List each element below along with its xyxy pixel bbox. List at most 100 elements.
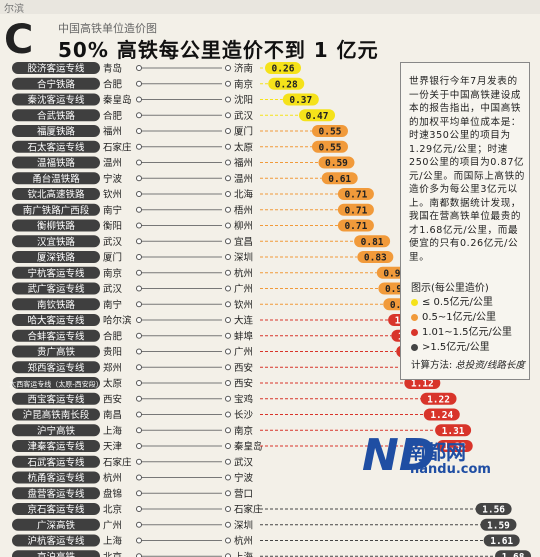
value-bar xyxy=(268,77,305,90)
station-dot-icon xyxy=(136,80,142,87)
station-dot-icon xyxy=(136,458,142,465)
nandu-name: 南都网 xyxy=(406,440,466,464)
line-name: 大西客运专线（太原-西安段） xyxy=(9,380,103,389)
line-name: 甬台温铁路 xyxy=(32,173,80,185)
line-name-pill xyxy=(12,534,100,547)
station-dot-icon xyxy=(225,348,231,355)
station-dot-icon xyxy=(136,443,142,449)
line-name-pill xyxy=(12,487,100,500)
to-city: 梧州 xyxy=(234,204,253,216)
to-city: 宜昌 xyxy=(234,236,253,248)
station-dot-icon xyxy=(136,380,142,386)
to-city: 长沙 xyxy=(234,409,254,421)
station-dot-icon xyxy=(136,395,142,402)
line-name: 秦沈客运专线 xyxy=(27,94,85,106)
line-name-pill xyxy=(12,440,100,452)
line-name-pill xyxy=(12,392,100,405)
value-bar xyxy=(337,188,374,200)
corner-text: 尔滨 xyxy=(4,4,24,15)
to-city: 蚌埠 xyxy=(234,330,254,342)
station-dot-icon xyxy=(225,395,231,402)
value-label: 0.71 xyxy=(344,190,367,201)
legend-label: 0.5~1亿元/公里 xyxy=(422,312,497,323)
station-dot-icon xyxy=(136,364,142,371)
station-dot-icon xyxy=(136,332,142,339)
line-name-pill xyxy=(12,455,100,468)
to-city: 西安 xyxy=(234,378,253,390)
line-name: 合武铁路 xyxy=(37,110,76,122)
to-city: 宝鸡 xyxy=(234,393,253,405)
legend-dot-icon xyxy=(411,343,418,351)
station-dot-icon xyxy=(136,206,142,213)
value-label: 0.37 xyxy=(289,95,312,106)
from-city: 盘锦 xyxy=(103,488,122,500)
line-name: 福厦铁路 xyxy=(37,126,76,138)
to-city: 杭州 xyxy=(234,535,253,547)
station-dot-icon xyxy=(225,474,231,481)
line-name-pill xyxy=(12,503,100,515)
station-dot-icon xyxy=(225,317,231,323)
line-name-pill xyxy=(12,62,100,74)
value-label: 1.59 xyxy=(487,520,510,531)
line-name-pill xyxy=(12,282,100,295)
value-label: 1.22 xyxy=(427,394,450,405)
line-name: 温福铁路 xyxy=(37,157,76,169)
value-label: 0.95 xyxy=(383,268,406,279)
station-dot-icon xyxy=(225,238,231,245)
station-dot-icon xyxy=(136,506,142,512)
chart-title: 50% 高铁每公里造价不到 1 亿元 xyxy=(58,38,379,62)
to-city: 沈阳 xyxy=(234,94,253,106)
legend-item-101to15: 1.01~1.5亿元/公里 xyxy=(411,323,512,338)
line-name: 厦深铁路 xyxy=(37,252,76,264)
line-name: 京沪高铁 xyxy=(37,551,76,557)
legend-item-gt15: >1.5亿元/公里 xyxy=(411,338,490,353)
value-label: 0.81 xyxy=(361,237,384,248)
line-name-pill xyxy=(12,298,100,311)
line-name: 钦北高速铁路 xyxy=(27,189,85,201)
from-city: 北京 xyxy=(103,504,122,516)
line-name: 沪昆高铁南长段 xyxy=(23,409,90,421)
station-dot-icon xyxy=(136,427,142,434)
to-city: 秦皇岛 xyxy=(234,441,263,453)
station-dot-icon xyxy=(225,112,231,119)
station-dot-icon xyxy=(136,269,142,276)
station-dot-icon xyxy=(225,553,231,557)
line-name: 哈大客运专线 xyxy=(27,315,85,327)
to-city: 石家庄 xyxy=(234,504,263,516)
from-city: 衡阳 xyxy=(103,220,122,232)
value-label: 0.71 xyxy=(344,205,367,216)
station-dot-icon xyxy=(225,521,231,528)
to-city: 南京 xyxy=(234,78,253,90)
station-dot-icon xyxy=(225,380,231,386)
value-label: 0.47 xyxy=(306,111,329,122)
value-label: 0.28 xyxy=(275,79,298,90)
to-city: 深圳 xyxy=(234,520,253,531)
line-name-pill xyxy=(12,408,100,421)
from-city: 上海 xyxy=(103,535,123,547)
line-name: 盘营客运专线 xyxy=(27,488,85,500)
line-name: 杭甬客运专线 xyxy=(27,472,85,484)
station-dot-icon xyxy=(225,159,231,166)
line-name-pill xyxy=(12,345,100,358)
line-name-pill xyxy=(12,219,100,232)
station-dot-icon xyxy=(136,143,142,150)
line-name-pill xyxy=(12,235,100,248)
station-dot-icon xyxy=(225,175,231,182)
line-name-pill xyxy=(12,251,100,263)
legend-label: 1.01~1.5亿元/公里 xyxy=(422,327,512,338)
line-name-pill xyxy=(12,518,100,531)
value-bar xyxy=(311,125,348,137)
from-city: 南宁 xyxy=(103,204,122,216)
value-bar xyxy=(480,518,517,531)
station-dot-icon xyxy=(136,553,142,557)
station-dot-icon xyxy=(136,175,142,182)
from-city: 北京 xyxy=(103,551,122,557)
value-bar xyxy=(475,503,512,515)
legend-title: 图示(每公里造价) xyxy=(411,283,489,294)
from-city: 天津 xyxy=(103,442,123,453)
value-bar xyxy=(357,251,394,263)
value-label: 1.31 xyxy=(442,426,465,437)
from-city: 武汉 xyxy=(103,283,123,295)
brand-c-logo: C xyxy=(4,17,34,63)
value-bar xyxy=(404,377,441,389)
